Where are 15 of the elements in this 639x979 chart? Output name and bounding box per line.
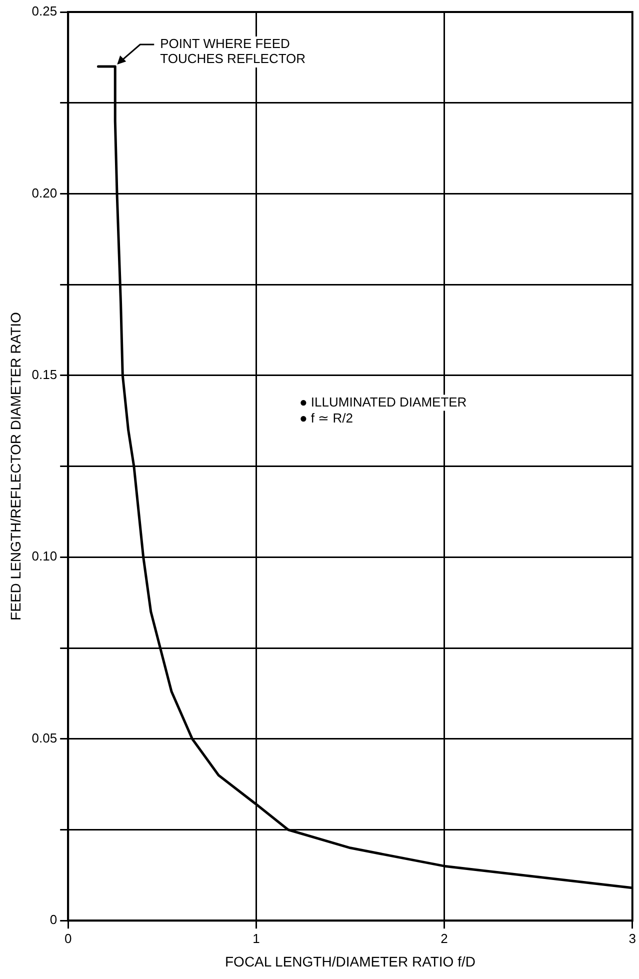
y-tick-label: 0.15	[32, 367, 58, 382]
y-tick-label: 0	[50, 912, 58, 928]
x-axis-title: FOCAL LENGTH/DIAMETER RATIO f/D	[225, 953, 476, 970]
y-tick-label: 0.25	[32, 4, 58, 19]
annotation: POINT WHERE FEED TOUCHES REFLECTOR	[160, 36, 306, 66]
annotation: ● f ≃ R/2	[299, 410, 353, 426]
x-tick-label: 3	[628, 930, 636, 946]
annotation: ● ILLUMINATED DIAMETER	[299, 394, 467, 410]
y-tick-label: 0.05	[32, 730, 58, 746]
x-tick-label: 2	[440, 930, 448, 946]
y-tick-label: 0.20	[32, 185, 58, 200]
y-tick-label: 0.10	[32, 548, 58, 564]
x-tick-label: 0	[64, 930, 72, 946]
x-tick-label: 1	[252, 930, 260, 946]
y-axis-title: FEED LENGTH/REFLECTOR DIAMETER RATIO	[7, 312, 24, 620]
